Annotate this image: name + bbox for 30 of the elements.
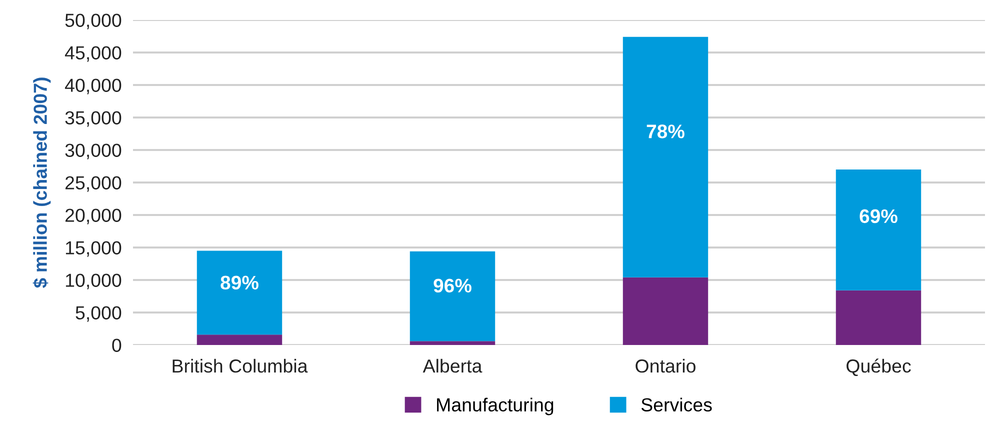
y-tick-label: 25,000 [65,176,122,192]
bar [196,250,282,335]
y-axis-title: $ million (chained 2007) [32,78,51,288]
bar [622,36,708,278]
annotation: 89% [220,276,258,290]
y-tick-label: 35,000 [65,111,122,127]
annotation: 69% [860,209,898,224]
bar [836,170,922,290]
y-tick-label: 50,000 [65,14,122,30]
y-tick-label: 45,000 [64,46,122,62]
annotation: 96% [434,278,472,292]
x-tick-label: Alberta [422,358,482,373]
bar [622,277,708,345]
bar [196,334,282,345]
annotation: 78% [646,124,684,138]
bar [410,251,496,342]
x-tick-label: British Columbia [172,358,308,373]
bar [836,290,922,345]
y-tick-label: 5,000 [76,306,122,322]
y-tick-label: 0 [112,338,122,352]
x-tick-label: Ontario [636,358,696,373]
y-tick-label: 10,000 [66,274,122,290]
legend-label: Services [641,398,712,412]
y-tick-label: 20,000 [65,208,122,224]
y-tick-label: 15,000 [66,241,122,257]
legend-label: Manufacturing [437,398,554,416]
y-tick-label: 30,000 [65,144,122,160]
y-tick-label: 40,000 [64,78,122,94]
x-tick-label: Québec [846,358,911,376]
bar [410,341,496,345]
